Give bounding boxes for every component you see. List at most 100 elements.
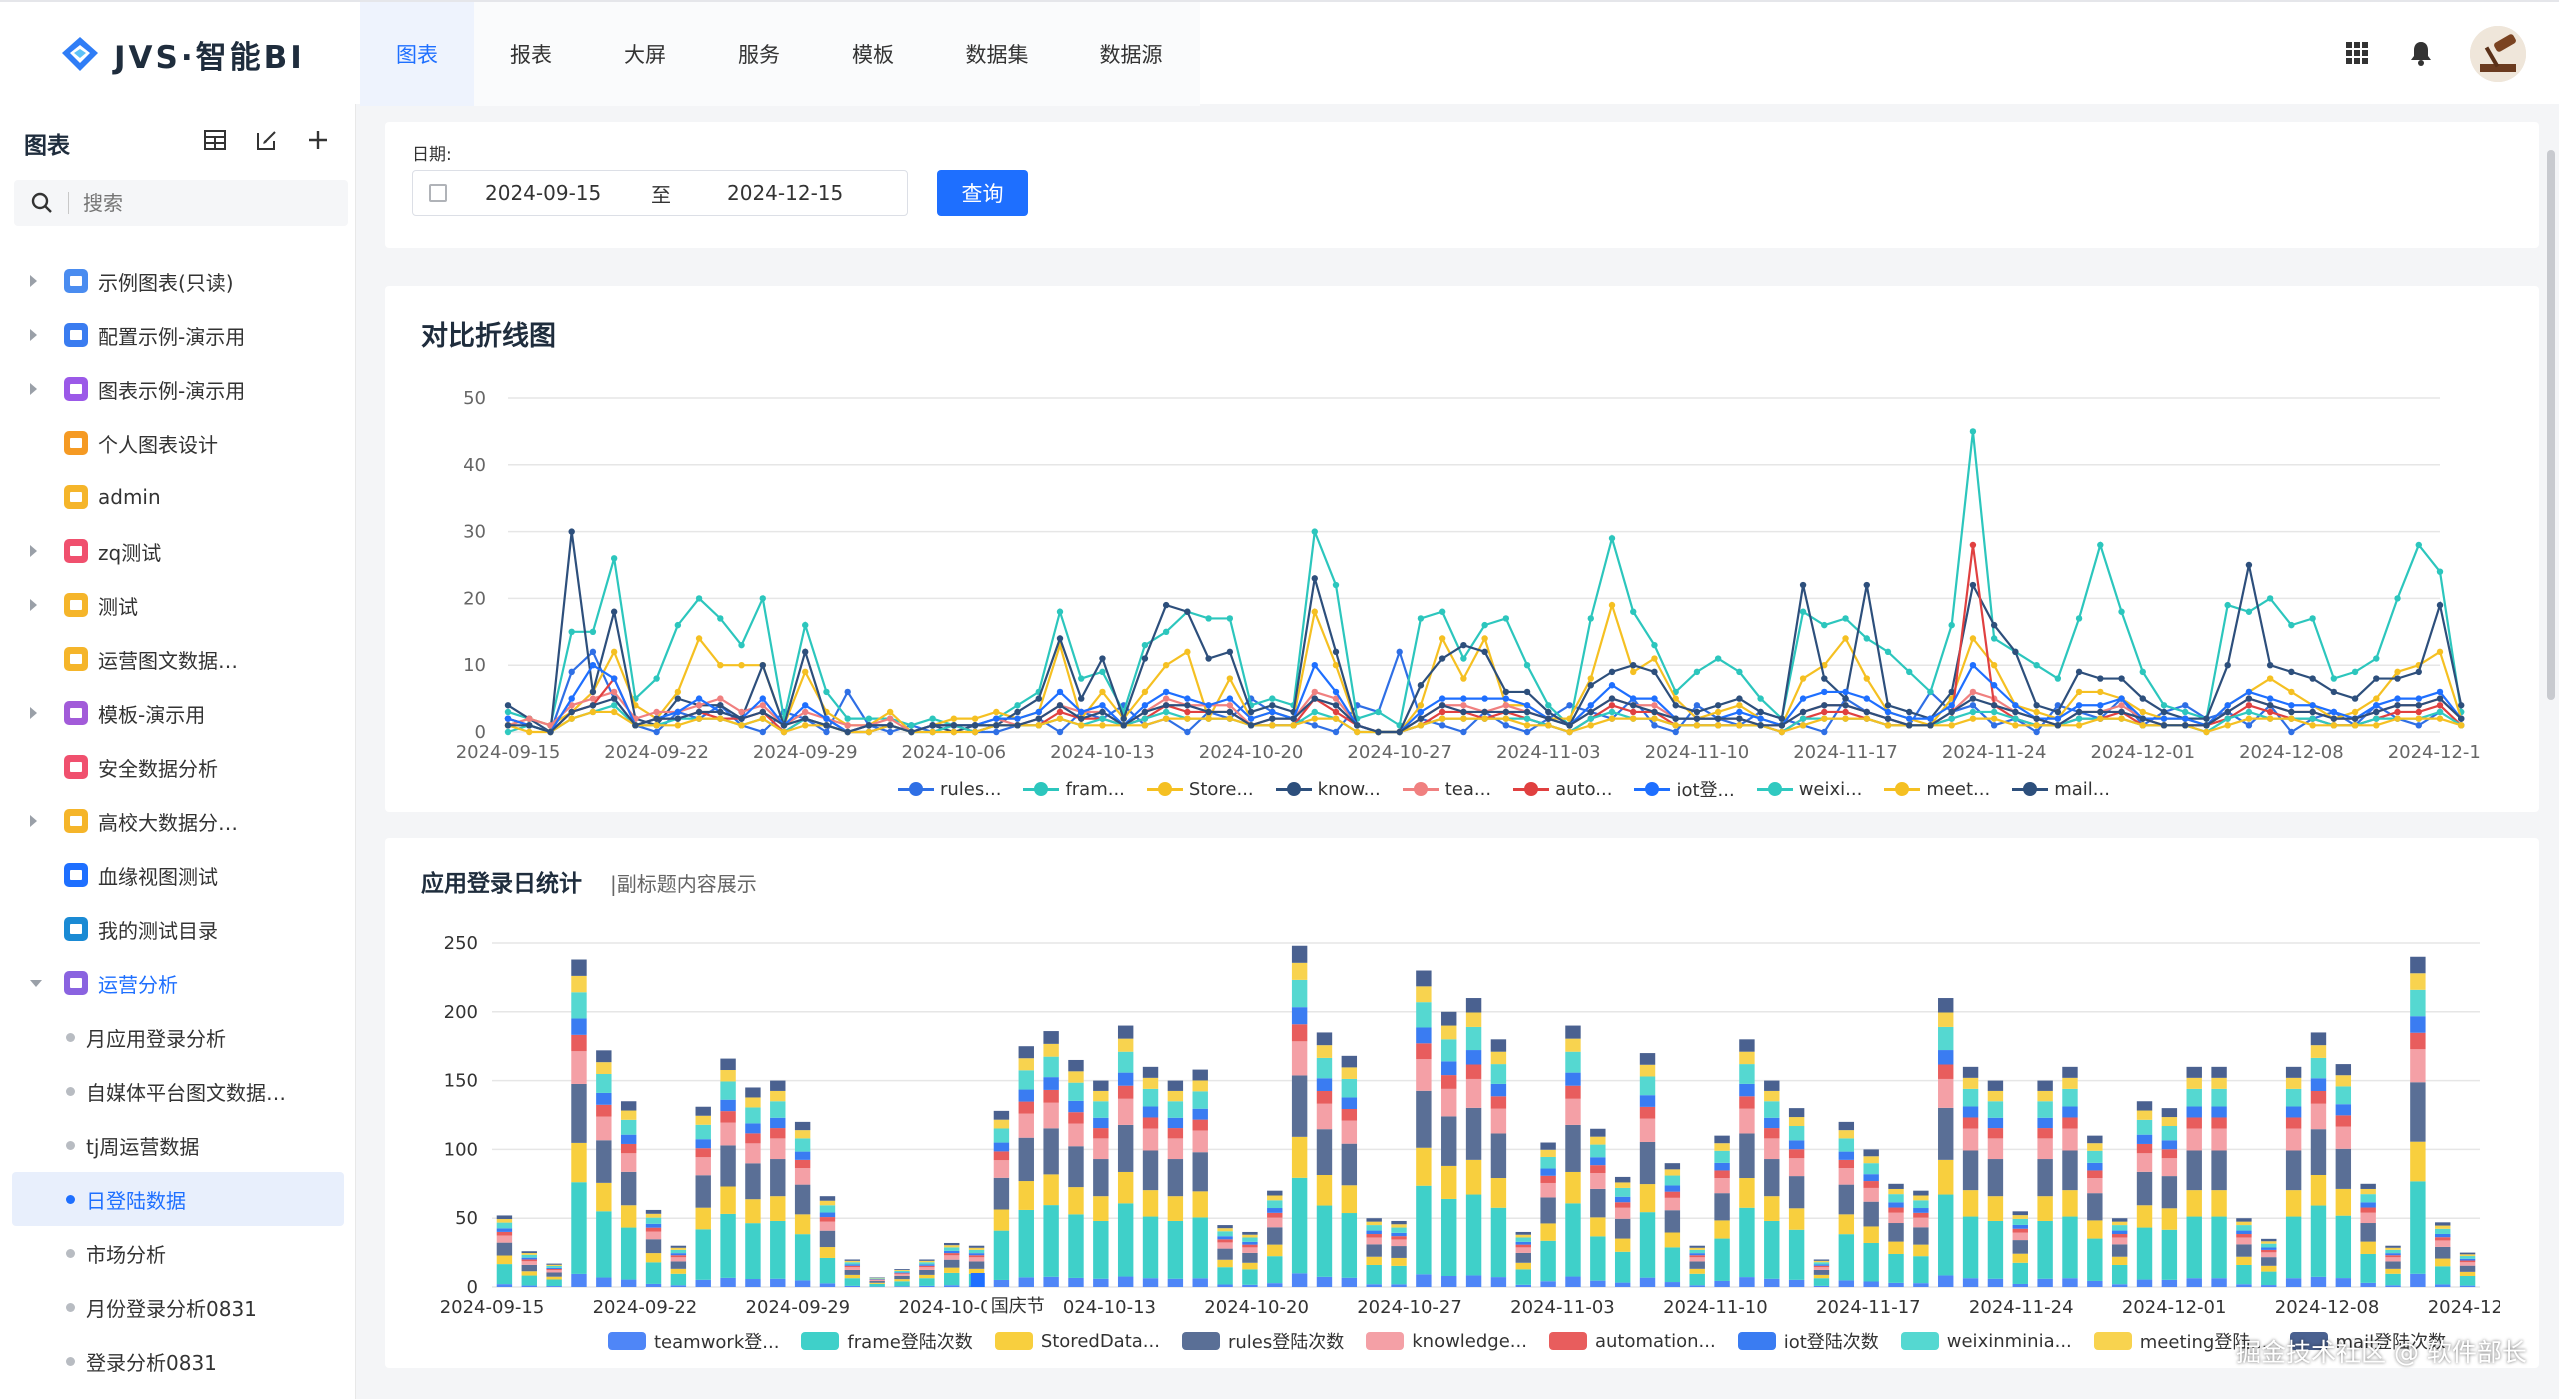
bar-stack[interactable] <box>1366 1218 1382 1287</box>
sidebar-folder[interactable]: 示例图表(只读) <box>0 254 356 308</box>
sidebar-folder[interactable]: 运营分析 <box>0 956 356 1010</box>
tab-templates[interactable]: 模板 <box>852 43 894 67</box>
sidebar-chart-item[interactable]: 月份登录分析0831 <box>0 1280 356 1334</box>
bar-stack[interactable] <box>1987 1080 2004 1287</box>
bar-stack[interactable] <box>1391 1220 1407 1287</box>
bar-stack[interactable] <box>2111 1218 2128 1287</box>
add-icon[interactable] <box>300 122 336 158</box>
bar-stack[interactable] <box>2012 1211 2028 1287</box>
sidebar-folder[interactable]: 我的测试目录 <box>0 902 356 956</box>
legend-item[interactable]: knowledge... <box>1366 1331 1527 1352</box>
legend-item[interactable]: meeting登陆... <box>2093 1328 2268 1354</box>
bar-stack[interactable] <box>919 1259 935 1287</box>
sidebar-chart-item[interactable]: 日登陆数据 <box>12 1172 344 1226</box>
search-input[interactable] <box>83 191 343 215</box>
bar-stack[interactable] <box>2360 1183 2376 1287</box>
bar-stack[interactable] <box>1863 1149 1879 1287</box>
legend-item[interactable]: automation... <box>1548 1331 1716 1352</box>
bar-stack[interactable] <box>1192 1069 1208 1287</box>
bar-stack[interactable] <box>1043 1031 1059 1287</box>
bar-stack[interactable] <box>1068 1059 1084 1287</box>
bar-stack[interactable] <box>1316 1032 1333 1287</box>
bar-stack[interactable] <box>670 1245 687 1287</box>
sidebar-folder[interactable]: 图表示例-演示用 <box>0 362 356 416</box>
sidebar-folder[interactable]: 运营图文数据… <box>0 632 356 686</box>
bar-stack[interactable] <box>2335 1064 2352 1287</box>
bar-stack[interactable] <box>571 959 587 1287</box>
legend-item[interactable]: fram... <box>1023 779 1125 800</box>
bar-stack[interactable] <box>1565 1025 1581 1287</box>
sidebar-folder[interactable]: 测试 <box>0 578 356 632</box>
sidebar-folder[interactable]: 安全数据分析 <box>0 740 356 794</box>
bar-stack[interactable] <box>1962 1066 1979 1287</box>
tab-charts[interactable]: 图表 <box>360 2 474 106</box>
bar-stack[interactable] <box>2435 1222 2451 1287</box>
bar-stack[interactable] <box>1938 998 1954 1287</box>
bar-stack[interactable] <box>2385 1245 2401 1287</box>
bar-stack[interactable] <box>1664 1163 1681 1287</box>
legend-item[interactable]: tea... <box>1402 779 1491 800</box>
bar-stack[interactable] <box>2410 956 2426 1287</box>
bar-stack[interactable] <box>2310 1032 2327 1287</box>
sidebar-folder[interactable]: 配置示例-演示用 <box>0 308 356 362</box>
sidebar-chart-item[interactable]: 市场分析 <box>0 1226 356 1280</box>
bar-stack[interactable] <box>620 1101 637 1287</box>
caret-right-icon[interactable] <box>30 815 37 827</box>
legend-item[interactable]: rules登陆次数 <box>1181 1328 1344 1354</box>
bar-stack[interactable] <box>695 1106 711 1287</box>
app-logo[interactable]: JVS·智能BI <box>58 32 305 77</box>
tab-services[interactable]: 服务 <box>738 43 780 67</box>
page-scrollbar[interactable] <box>2547 150 2555 700</box>
sidebar-chart-item[interactable]: 月应用登录分析 <box>0 1010 356 1064</box>
sidebar-folder[interactable]: 高校大数据分… <box>0 794 356 848</box>
tab-big-screen[interactable]: 大屏 <box>624 43 666 67</box>
bar-stack[interactable] <box>819 1196 836 1287</box>
query-button[interactable]: 查询 <box>937 170 1028 216</box>
sidebar-folder[interactable]: zq测试 <box>0 524 356 578</box>
sidebar-folder[interactable]: 血缘视图测试 <box>0 848 356 902</box>
caret-right-icon[interactable] <box>30 707 37 719</box>
sidebar-chart-item[interactable]: 登录分析0831 <box>0 1334 356 1388</box>
bar-stack[interactable] <box>1515 1231 1531 1287</box>
apps-grid-icon[interactable] <box>2340 36 2374 70</box>
bar-stack[interactable] <box>1465 998 1482 1287</box>
bar-stack[interactable] <box>770 1080 786 1287</box>
caret-right-icon[interactable] <box>30 329 37 341</box>
legend-item[interactable]: weixi... <box>1756 779 1862 800</box>
bar-stack[interactable] <box>944 1242 960 1287</box>
bar-stack[interactable] <box>2459 1252 2476 1287</box>
bar-stack[interactable] <box>1117 1025 1134 1287</box>
bar-stack[interactable] <box>1018 1046 1034 1287</box>
caret-right-icon[interactable] <box>30 545 37 557</box>
bar-stack[interactable] <box>2136 1101 2153 1287</box>
date-range-picker[interactable]: 2024-09-15 至 2024-12-15 <box>412 170 908 216</box>
bar-stack[interactable] <box>2186 1066 2202 1287</box>
tab-datasets[interactable]: 数据集 <box>965 43 1029 67</box>
bar-stack[interactable] <box>720 1058 736 1287</box>
bar-stack[interactable] <box>2236 1218 2252 1287</box>
end-date[interactable]: 2024-12-15 <box>727 181 844 205</box>
sidebar-folder[interactable]: 个人图表设计 <box>0 416 356 470</box>
bar-stack[interactable] <box>1639 1053 1656 1287</box>
bell-icon[interactable] <box>2404 36 2438 70</box>
bar-stack[interactable] <box>546 1263 562 1287</box>
bar-stack[interactable] <box>869 1277 885 1287</box>
bar-stack[interactable] <box>1441 1011 1457 1287</box>
bar-stack[interactable] <box>1764 1080 1780 1287</box>
bar-stack[interactable] <box>1416 970 1432 1287</box>
start-date[interactable]: 2024-09-15 <box>485 181 602 205</box>
bar-stack[interactable] <box>1490 1039 1507 1287</box>
caret-right-icon[interactable] <box>30 383 37 395</box>
bar-stack[interactable] <box>1788 1108 1805 1287</box>
bar-stack[interactable] <box>794 1121 811 1287</box>
tab-datasources[interactable]: 数据源 <box>1099 43 1163 67</box>
bar-stack[interactable] <box>1714 1135 1730 1287</box>
legend-item[interactable]: frame登陆次数 <box>801 1328 973 1354</box>
bar-stack[interactable] <box>1341 1055 1358 1287</box>
caret-right-icon[interactable] <box>30 599 37 611</box>
bar-stack[interactable] <box>2285 1066 2302 1287</box>
bar-stack[interactable] <box>1813 1259 1830 1287</box>
bar-stack[interactable] <box>496 1215 513 1287</box>
bar-stack[interactable] <box>1142 1066 1159 1287</box>
caret-down-icon[interactable] <box>30 979 42 987</box>
